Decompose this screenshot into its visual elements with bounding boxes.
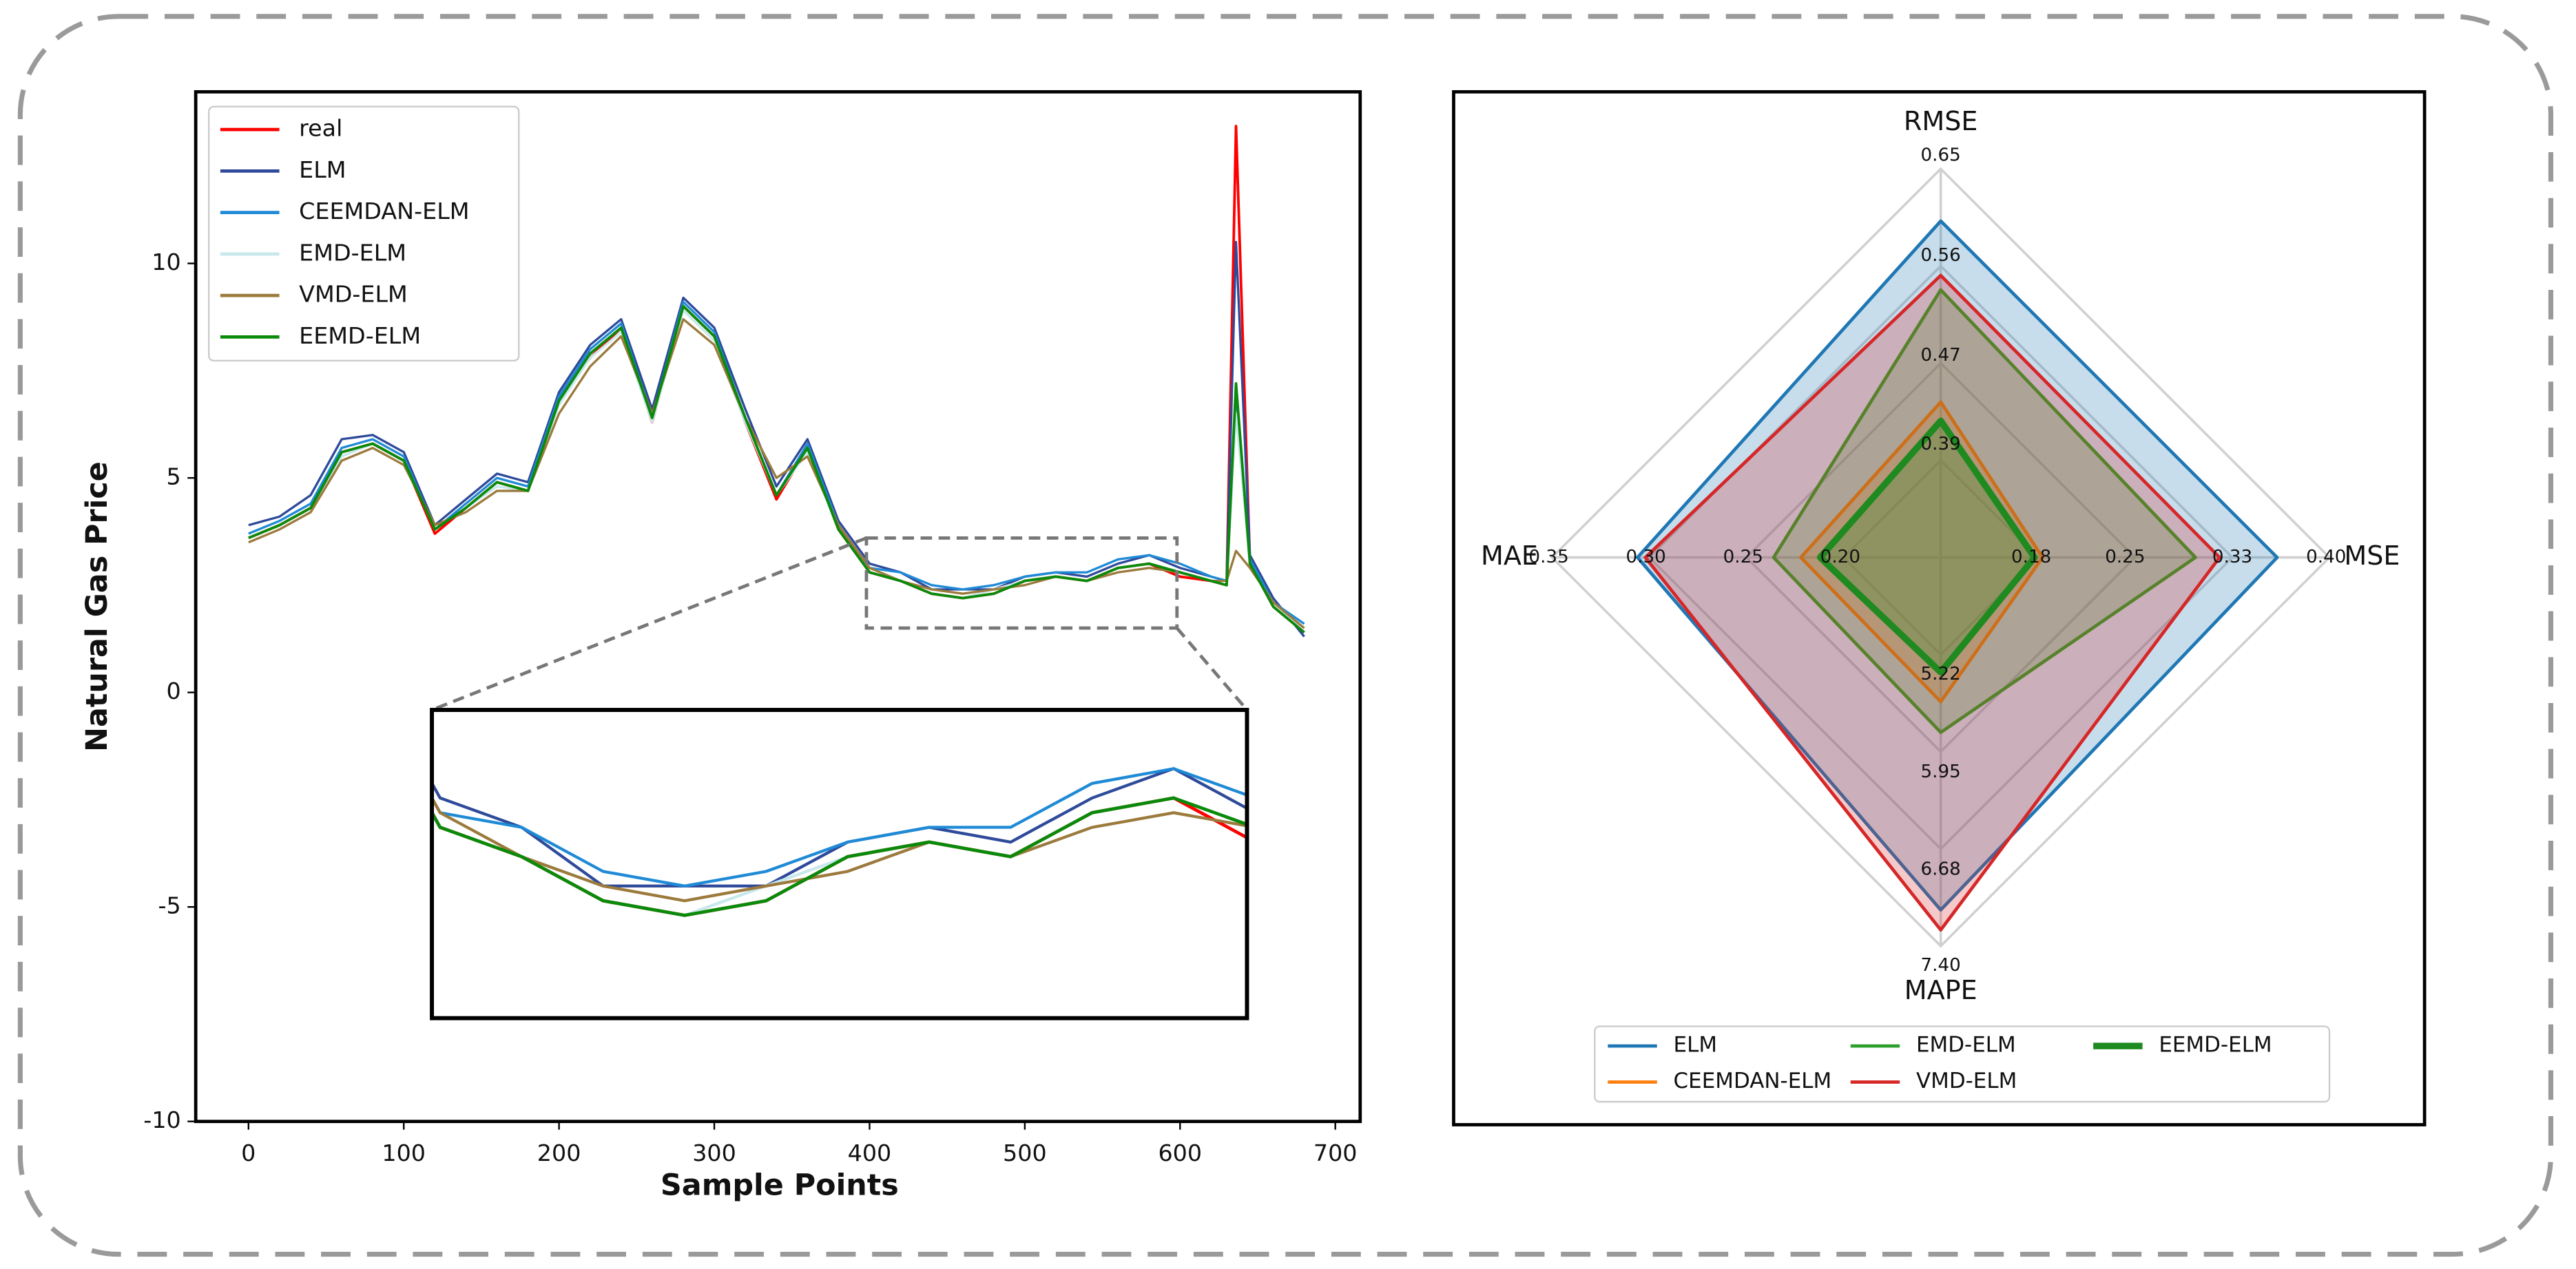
x-tick-label: 300 — [692, 1140, 736, 1166]
y-tick-label: -5 — [158, 892, 180, 919]
radar-tick-label: 0.18 — [2011, 547, 2051, 567]
x-tick-label: 0 — [241, 1140, 256, 1166]
legend-label: VMD-ELM — [1916, 1069, 2017, 1093]
inset-bg — [432, 710, 1247, 1018]
radar-area — [1816, 417, 2038, 676]
legend-label: EMD-ELM — [299, 239, 406, 266]
legend-box — [208, 105, 520, 362]
radar-tick-label: 7.40 — [1921, 955, 1961, 976]
series-line — [248, 317, 1305, 629]
x-tick-label: 400 — [848, 1140, 892, 1166]
y-tick-label: -10 — [143, 1107, 180, 1133]
lines — [248, 125, 1305, 638]
legend-label: CEEMDAN-ELM — [1674, 1069, 1832, 1093]
legend-box — [1594, 1025, 2331, 1103]
x-tick-label: 700 — [1313, 1140, 1358, 1166]
legend-label: EEMD-ELM — [299, 322, 421, 349]
radar-tick-label: 0.56 — [1921, 245, 1961, 266]
radar-tick-label: 5.22 — [1921, 664, 1961, 684]
radar-area — [1643, 273, 2221, 932]
y-axis-label: Natural Gas Price — [80, 461, 114, 752]
legend-label: real — [299, 115, 342, 142]
y-tick-label: 0 — [167, 678, 181, 704]
inset-frame — [430, 708, 1249, 1020]
legend-label: EEMD-ELM — [2159, 1033, 2272, 1058]
radar-tick-label: 0.40 — [2306, 547, 2346, 567]
radar-tick-label: 0.35 — [1528, 547, 1568, 567]
y-tick-label: 10 — [152, 249, 180, 275]
radar-tick-label: 0.39 — [1921, 434, 1961, 454]
radar-tick-label: 0.25 — [1723, 547, 1763, 567]
radar-frame — [1452, 90, 2427, 1126]
radar-tick-label: 5.95 — [1921, 762, 1961, 782]
radar-area — [1636, 219, 2279, 912]
radar-tick-label: 6.68 — [1921, 859, 1961, 879]
x-tick-label: 200 — [537, 1140, 581, 1166]
x-axis-label: Sample Points — [661, 1168, 899, 1202]
series-line — [248, 304, 1305, 633]
y-tick-label: 5 — [167, 463, 181, 490]
radar-tick-label: 0.65 — [1921, 145, 1961, 166]
radar-tick-label: 0.30 — [1626, 547, 1666, 567]
legend-label: CEEMDAN-ELM — [299, 198, 469, 224]
legend-label: ELM — [1674, 1033, 1717, 1058]
legend-label: VMD-ELM — [299, 281, 408, 308]
outer-frame — [17, 14, 2554, 1257]
radar-axis-label: MAE — [1481, 541, 1538, 571]
radar-area — [1772, 288, 2197, 735]
zoom-connector — [431, 536, 867, 712]
radar-axis-label: RMSE — [1904, 106, 1978, 136]
radar-tick-label: 0.25 — [2105, 547, 2145, 567]
radar-axis-label: MAPE — [1904, 975, 1977, 1005]
legend-label: ELM — [299, 156, 346, 183]
x-tick-label: 500 — [1003, 1140, 1047, 1166]
radar-tick-label: 0.33 — [2212, 547, 2252, 567]
legend-label: EMD-ELM — [1916, 1033, 2016, 1058]
x-tick-label: 600 — [1158, 1140, 1202, 1166]
zoom-region — [864, 536, 1179, 630]
plot-frame — [194, 90, 1362, 1124]
x-tick-label: 100 — [382, 1140, 426, 1166]
radar-tick-label: 0.47 — [1921, 345, 1961, 366]
radar-tick-label: 0.20 — [1820, 547, 1860, 567]
radar-axis-label: MSE — [2344, 541, 2400, 571]
zoom-connector — [1175, 627, 1249, 711]
